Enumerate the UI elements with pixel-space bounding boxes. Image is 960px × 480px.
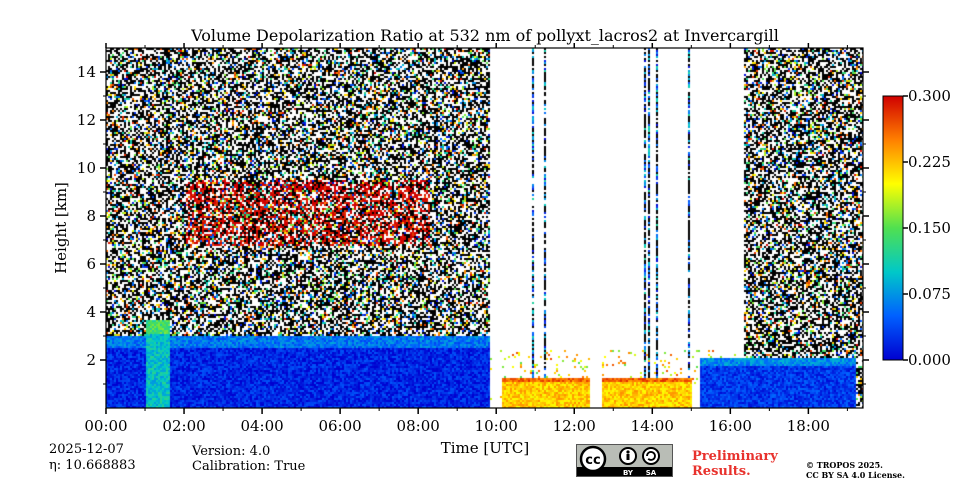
- plot-area: [106, 48, 863, 408]
- cc-icon: [579, 445, 607, 473]
- svg-text:cc: cc: [585, 453, 600, 468]
- license-by-text: BY: [623, 469, 634, 476]
- x-tick-label: 02:00: [162, 417, 205, 435]
- copyright-note: © TROPOS 2025. CC BY SA 4.0 License.: [806, 460, 905, 480]
- colorbar-tick-label: 0.300: [908, 87, 951, 105]
- colorbar-tick-label: 0.150: [908, 219, 951, 237]
- colorbar-tick-label: 0.000: [908, 351, 951, 369]
- x-tick-label: 18:00: [787, 417, 830, 435]
- x-tick-label: 14:00: [631, 417, 674, 435]
- axes: 00:00 02:00 04:00 06:00 08:00 10:00 12:00 14:00…: [77, 43, 869, 435]
- colorbar-gradient: [882, 95, 904, 361]
- y-tick-label: 8: [86, 207, 96, 225]
- share-alike-icon: [642, 447, 660, 465]
- y-tick-label: 14: [77, 63, 96, 81]
- eta-label: η: 10.668883: [49, 458, 136, 473]
- chart-title: Volume Depolarization Ratio at 532 nm of…: [190, 26, 779, 45]
- x-tick-label: 04:00: [240, 417, 283, 435]
- preliminary-results-note: Preliminary Results.: [692, 449, 778, 479]
- x-tick-label: 08:00: [397, 417, 440, 435]
- copyright-line-2: CC BY SA 4.0 License.: [806, 470, 905, 480]
- copyright-line-1: © TROPOS 2025.: [806, 460, 883, 470]
- depolarization-heatmap: [106, 48, 863, 408]
- preliminary-line-2: Results.: [692, 464, 751, 479]
- license-sa-text: SA: [646, 469, 657, 476]
- x-tick-label: 12:00: [553, 417, 596, 435]
- version-label: Version: 4.0: [192, 444, 271, 459]
- calibration-label: Calibration: True: [192, 459, 306, 474]
- x-tick-label: 06:00: [319, 417, 362, 435]
- date-label: 2025-12-07: [49, 442, 124, 457]
- y-axis-label: Height [km]: [52, 182, 70, 274]
- cc-license-badge: cc BY SA: [576, 444, 673, 477]
- preliminary-line-1: Preliminary: [692, 449, 778, 464]
- x-tick-label: 10:00: [475, 417, 518, 435]
- y-tick-label: 2: [86, 351, 96, 369]
- y-tick-label: 12: [77, 111, 96, 129]
- x-axis-label: Time [UTC]: [441, 439, 530, 457]
- colorbar: 0.000 0.075 0.150 0.225 0.300: [882, 87, 951, 369]
- y-tick-label: 6: [86, 255, 96, 273]
- x-tick-label: 16:00: [709, 417, 752, 435]
- x-tick-label: 00:00: [84, 417, 127, 435]
- colorbar-tick-label: 0.075: [908, 285, 951, 303]
- plot-frame: [105, 47, 864, 409]
- y-tick-label: 10: [77, 159, 96, 177]
- y-tick-label: 4: [86, 303, 96, 321]
- colorbar-tick-label: 0.225: [908, 153, 951, 171]
